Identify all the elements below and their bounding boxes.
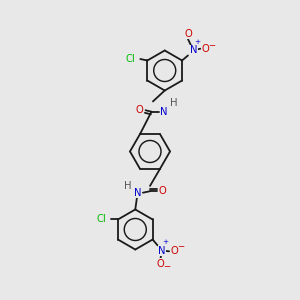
Text: O: O bbox=[135, 105, 143, 115]
Text: O: O bbox=[184, 29, 192, 39]
Text: O: O bbox=[157, 259, 164, 269]
Text: H: H bbox=[169, 98, 177, 109]
Text: N: N bbox=[158, 246, 166, 256]
Text: N: N bbox=[134, 188, 141, 198]
Text: H: H bbox=[124, 181, 132, 191]
Text: −: − bbox=[163, 261, 170, 270]
Text: N: N bbox=[190, 45, 197, 55]
Text: N: N bbox=[160, 107, 168, 117]
Text: +: + bbox=[162, 239, 168, 245]
Text: Cl: Cl bbox=[126, 54, 136, 64]
Text: O: O bbox=[158, 186, 166, 196]
Text: −: − bbox=[177, 242, 184, 250]
Text: +: + bbox=[194, 39, 200, 45]
Text: O: O bbox=[202, 44, 209, 54]
Text: −: − bbox=[208, 40, 215, 49]
Text: Cl: Cl bbox=[97, 214, 106, 224]
Text: O: O bbox=[170, 246, 178, 256]
